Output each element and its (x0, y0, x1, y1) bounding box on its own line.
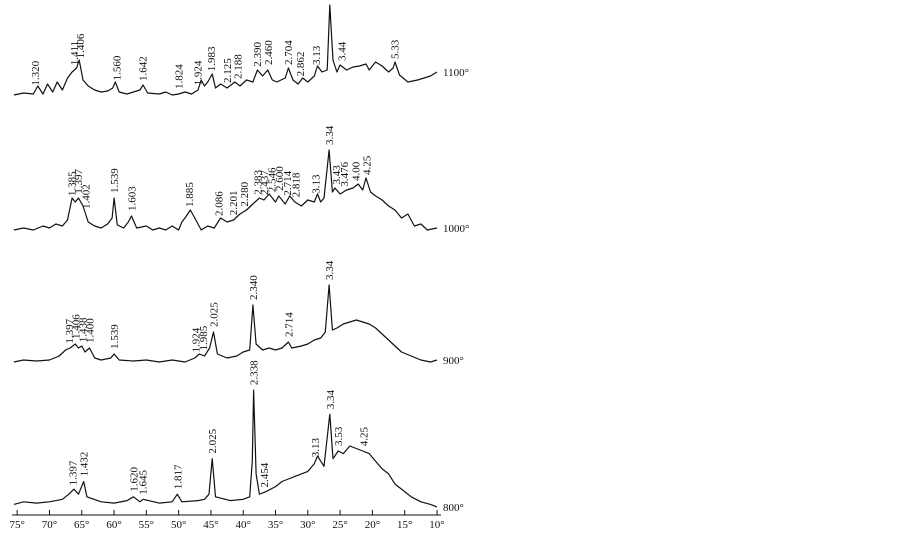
peak-label: 1.406 (70, 314, 82, 339)
peak-label: 1.985 (198, 325, 210, 350)
peak-label: 3.44 (336, 41, 348, 61)
peak-label: 1.620 (128, 467, 140, 492)
peak-label: 5.33 (389, 39, 401, 59)
peak-label: 3.43 (331, 165, 343, 185)
x-tick-label: 55° (139, 519, 154, 531)
peak-label: 2.086 (214, 191, 226, 216)
peak-label: 1.397 (73, 169, 85, 194)
peak-label: 3.53 (333, 426, 345, 446)
peak-label: 1.983 (206, 46, 218, 71)
peak-label: 3.34 (324, 260, 336, 280)
peak-label: 3.476 (339, 161, 351, 186)
peak-label: 2.546 (267, 167, 279, 192)
peak-label: 4.25 (362, 155, 374, 175)
trace (13, 284, 438, 363)
peak-label: 1.924 (190, 327, 202, 352)
peak-label: 2.818 (291, 172, 303, 197)
peak-label: 2.025 (207, 428, 219, 453)
peak-label: 2.390 (252, 41, 264, 66)
x-tick-label: 20° (365, 519, 380, 531)
peak-label: 1.885 (184, 182, 196, 207)
trace (13, 389, 438, 508)
peak-label: 1.406 (75, 33, 87, 58)
x-tick-label: 35° (268, 519, 283, 531)
peak-label: 1.817 (172, 464, 184, 489)
trace-label: 900° (443, 355, 464, 367)
x-tick-label: 15° (397, 519, 412, 531)
peak-label: 2.460 (263, 40, 275, 65)
x-tick-label: 30° (300, 519, 315, 531)
peak-label: 2.714 (283, 312, 295, 337)
peak-label: 2.600 (274, 166, 286, 191)
peak-label: 1.603 (126, 186, 138, 211)
x-tick-label: 25° (332, 519, 347, 531)
peak-label: 2.201 (228, 190, 240, 215)
peak-label: 2.025 (209, 302, 221, 327)
peak-label: 4.00 (351, 161, 363, 181)
peak-label: 3.34 (325, 389, 337, 409)
peak-label: 1.397 (64, 318, 76, 343)
peak-label: 1.560 (112, 55, 124, 80)
peak-label: 3.13 (311, 174, 323, 194)
trace (13, 4, 438, 96)
peak-label: 2.125 (222, 58, 234, 83)
trace-label: 1100° (443, 67, 469, 79)
peak-label: 2.340 (248, 275, 260, 300)
peak-label: 1.411 (69, 41, 81, 65)
peak-label: 1.824 (174, 64, 186, 89)
peak-label: 1.645 (137, 470, 149, 495)
x-tick-label: 45° (203, 519, 218, 531)
trace (13, 149, 438, 231)
peak-label: 1.438 (77, 317, 89, 342)
peak-label: 2.383 (252, 170, 264, 195)
peak-label: 2.704 (283, 40, 295, 65)
peak-label: 4.25 (358, 427, 370, 447)
peak-label: 2.280 (239, 181, 251, 206)
peak-label: 2.454 (259, 462, 271, 487)
peak-label: 1.642 (137, 56, 149, 81)
x-tick-label: 40° (236, 519, 251, 531)
peak-label: 2.862 (295, 52, 307, 77)
trace-label: 800° (443, 502, 464, 514)
peak-label: 3.13 (310, 437, 322, 457)
x-tick-label: 65° (74, 519, 89, 531)
peak-label: 2.338 (249, 360, 261, 385)
x-tick-label: 70° (42, 519, 57, 531)
peak-label: 1.385 (66, 171, 78, 196)
peak-label: 3.34 (324, 125, 336, 145)
peak-label: 1.402 (81, 184, 93, 209)
x-tick-label: 10° (429, 519, 444, 531)
x-tick-label: 75° (9, 519, 24, 531)
peak-label: 1.400 (85, 318, 97, 343)
peak-label: 1.320 (30, 60, 42, 85)
peak-label: 1.539 (109, 324, 121, 349)
peak-label: 2.714 (282, 170, 294, 195)
peak-label: 2.437 (259, 170, 271, 195)
peak-label: 2.188 (232, 54, 244, 79)
peak-label: 1.432 (79, 452, 91, 477)
trace-label: 1000° (443, 223, 469, 235)
x-tick-label: 50° (171, 519, 186, 531)
peak-label: 1.539 (109, 168, 121, 193)
peak-label: 1.924 (192, 60, 204, 85)
peak-label: 3.13 (311, 45, 323, 65)
x-tick-label: 60° (106, 519, 121, 531)
peak-label: 1.397 (68, 460, 80, 485)
